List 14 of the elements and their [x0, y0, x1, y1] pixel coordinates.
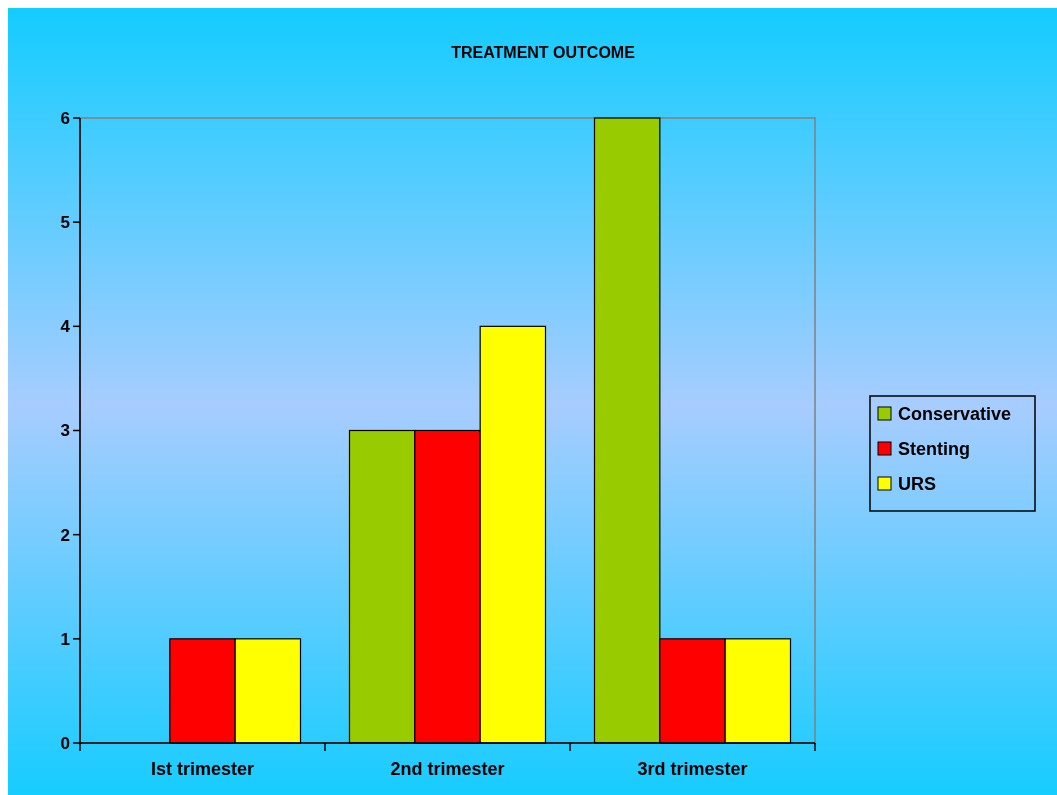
legend-label: Conservative [898, 404, 1012, 425]
legend-label: URS [898, 474, 937, 495]
y-tick-label: 3 [60, 421, 70, 441]
y-tick-label: 6 [60, 108, 70, 128]
legend-label: Stenting [898, 439, 970, 460]
y-tick-label: 1 [60, 629, 70, 649]
chart-title: TREATMENT OUTCOME [451, 44, 636, 61]
x-tick-label: 2nd trimester [390, 759, 505, 779]
y-tick-label: 5 [60, 213, 70, 233]
y-tick-label: 0 [60, 733, 70, 753]
y-tick-label: 2 [60, 525, 70, 545]
x-tick-label: 3rd trimester [637, 759, 748, 779]
x-tick-label: Ist trimester [150, 759, 255, 779]
y-tick-label: 4 [60, 317, 71, 337]
